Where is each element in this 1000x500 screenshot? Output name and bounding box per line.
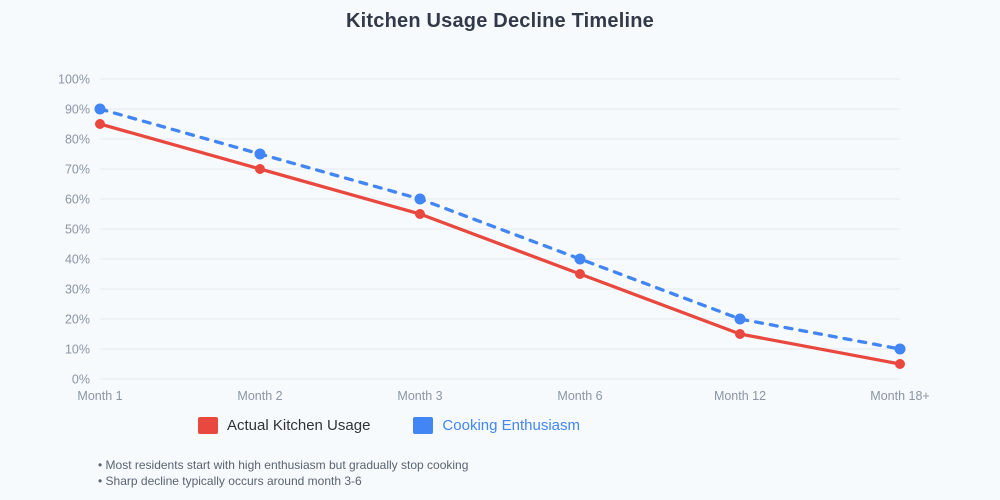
y-axis-tick-label: 90% — [65, 103, 90, 117]
data-point-actual-kitchen-usage[interactable] — [735, 329, 745, 339]
footnote-line: • Sharp decline typically occurs around … — [98, 473, 362, 488]
data-point-cooking-enthusiasm[interactable] — [254, 148, 266, 160]
legend-item-cooking-enthusiasm[interactable]: Cooking Enthusiasm — [413, 417, 580, 434]
legend-swatch-cooking-enthusiasm — [413, 417, 434, 434]
y-axis-tick-label: 80% — [65, 133, 90, 147]
data-point-cooking-enthusiasm[interactable] — [414, 193, 426, 205]
data-point-actual-kitchen-usage[interactable] — [255, 164, 265, 174]
data-point-actual-kitchen-usage[interactable] — [415, 209, 425, 219]
y-axis-tick-label: 10% — [65, 343, 90, 357]
y-axis-tick-label: 30% — [65, 283, 90, 297]
x-axis-tick-label: Month 3 — [397, 389, 442, 403]
legend: Actual Kitchen Usage Cooking Enthusiasm — [198, 417, 580, 434]
chart-title: Kitchen Usage Decline Timeline — [346, 10, 654, 32]
y-axis-tick-label: 50% — [65, 223, 90, 237]
data-point-actual-kitchen-usage[interactable] — [895, 359, 905, 369]
y-axis-tick-label: 40% — [65, 253, 90, 267]
legend-item-actual-kitchen-usage[interactable]: Actual Kitchen Usage — [198, 417, 370, 434]
x-axis-tick-label: Month 6 — [557, 389, 602, 403]
data-point-actual-kitchen-usage[interactable] — [95, 119, 105, 129]
x-axis-tick-label: Month 2 — [237, 389, 282, 403]
footnote-line: • Most residents start with high enthusi… — [98, 458, 469, 472]
y-axis-tick-label: 0% — [72, 373, 90, 387]
y-axis-tick-label: 70% — [65, 163, 90, 177]
data-point-cooking-enthusiasm[interactable] — [734, 313, 746, 325]
y-axis-tick-label: 100% — [58, 73, 90, 87]
y-axis-tick-label: 20% — [65, 313, 90, 327]
series-line-actual-kitchen-usage — [98, 122, 902, 366]
x-axis-tick-label: Month 12 — [714, 389, 766, 403]
series-line-cooking-enthusiasm — [98, 107, 902, 351]
data-point-cooking-enthusiasm[interactable] — [94, 103, 106, 115]
legend-swatch-actual-kitchen-usage — [198, 417, 218, 434]
data-point-cooking-enthusiasm[interactable] — [894, 343, 906, 355]
legend-label-actual-kitchen-usage: Actual Kitchen Usage — [227, 417, 371, 434]
footnotes: • Most residents start with high enthusi… — [98, 458, 468, 489]
data-point-actual-kitchen-usage[interactable] — [575, 269, 585, 279]
data-point-cooking-enthusiasm[interactable] — [574, 253, 586, 265]
x-axis-tick-label: Month 1 — [77, 389, 122, 403]
y-axis-tick-label: 60% — [65, 193, 90, 207]
x-axis-tick-label: Month 18+ — [870, 389, 929, 403]
legend-label-cooking-enthusiasm: Cooking Enthusiasm — [442, 417, 580, 434]
